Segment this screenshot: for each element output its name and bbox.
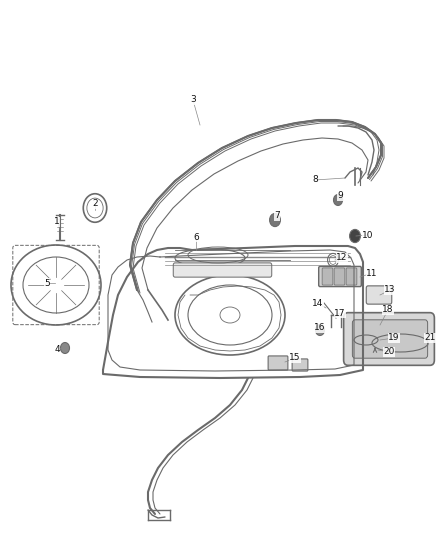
Text: 4: 4: [54, 344, 60, 353]
Circle shape: [269, 213, 280, 227]
Text: 9: 9: [337, 191, 343, 200]
FancyBboxPatch shape: [334, 268, 345, 285]
FancyBboxPatch shape: [268, 356, 288, 370]
Text: 3: 3: [190, 95, 196, 104]
Circle shape: [333, 195, 343, 206]
Circle shape: [350, 229, 360, 243]
Text: 21: 21: [424, 334, 436, 343]
FancyBboxPatch shape: [173, 263, 272, 277]
Text: 16: 16: [314, 324, 326, 333]
Text: 1: 1: [54, 217, 60, 227]
Text: 2: 2: [92, 199, 98, 208]
FancyBboxPatch shape: [353, 320, 427, 358]
Text: 8: 8: [312, 175, 318, 184]
FancyBboxPatch shape: [366, 286, 392, 304]
Text: 5: 5: [44, 279, 50, 287]
Text: 14: 14: [312, 298, 324, 308]
Circle shape: [60, 343, 70, 353]
FancyBboxPatch shape: [346, 268, 357, 285]
Text: 12: 12: [336, 254, 348, 262]
Text: 13: 13: [384, 286, 396, 295]
Circle shape: [315, 325, 325, 335]
Text: 11: 11: [366, 269, 378, 278]
FancyBboxPatch shape: [322, 268, 333, 285]
Text: 17: 17: [334, 309, 346, 318]
Text: 7: 7: [274, 212, 280, 221]
FancyBboxPatch shape: [344, 313, 434, 365]
Text: 15: 15: [289, 353, 301, 362]
Text: 10: 10: [362, 230, 374, 239]
FancyBboxPatch shape: [319, 266, 361, 287]
Text: 6: 6: [193, 232, 199, 241]
Text: 20: 20: [383, 348, 395, 357]
FancyBboxPatch shape: [292, 359, 308, 371]
Text: 18: 18: [382, 305, 394, 314]
Text: 19: 19: [388, 334, 400, 343]
